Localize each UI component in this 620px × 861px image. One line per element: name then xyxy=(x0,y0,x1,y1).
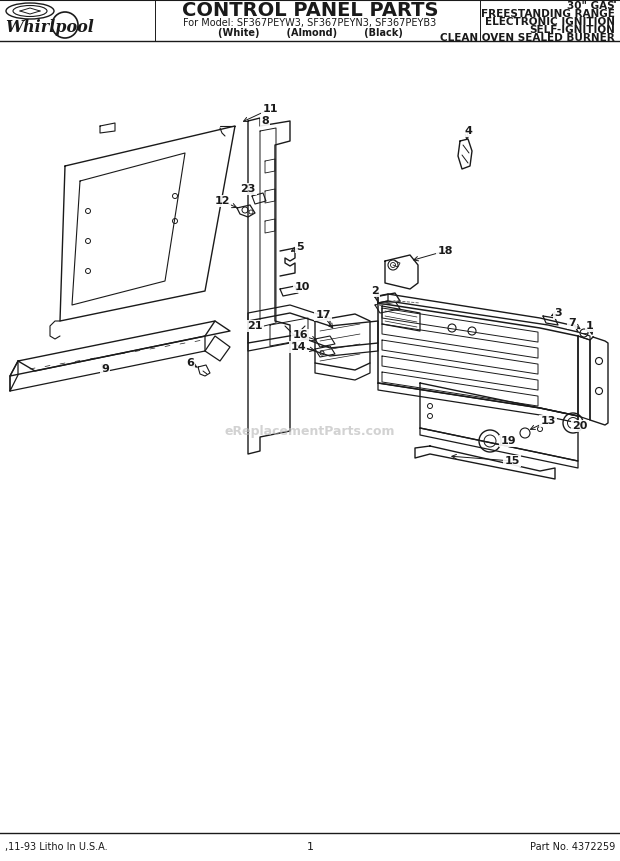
Text: 4: 4 xyxy=(464,126,472,136)
Text: ,11-93 Litho In U.S.A.: ,11-93 Litho In U.S.A. xyxy=(5,842,108,852)
Text: 3: 3 xyxy=(554,308,562,318)
Text: CONTROL PANEL PARTS: CONTROL PANEL PARTS xyxy=(182,1,438,20)
Text: 1: 1 xyxy=(586,321,594,331)
Text: 23: 23 xyxy=(241,184,255,194)
Text: eReplacementParts.com: eReplacementParts.com xyxy=(224,424,396,437)
Text: 16: 16 xyxy=(292,330,308,340)
Text: FREESTANDING RANGE: FREESTANDING RANGE xyxy=(481,9,615,19)
Text: SELF-IGNITION: SELF-IGNITION xyxy=(529,25,615,35)
Text: (White)        (Almond)        (Black): (White) (Almond) (Black) xyxy=(218,28,402,38)
Text: 18: 18 xyxy=(437,246,453,256)
Text: 8: 8 xyxy=(261,116,269,126)
Text: Whirlpool: Whirlpool xyxy=(5,19,94,36)
Text: 6: 6 xyxy=(186,358,194,368)
Text: 10: 10 xyxy=(294,282,309,292)
Text: 20: 20 xyxy=(572,421,588,431)
Text: For Model: SF367PEYW3, SF367PEYN3, SF367PEYB3: For Model: SF367PEYW3, SF367PEYN3, SF367… xyxy=(184,18,436,28)
Text: 30" GAS: 30" GAS xyxy=(567,1,615,11)
Text: 21: 21 xyxy=(247,321,263,331)
Text: 5: 5 xyxy=(296,242,304,252)
Text: 2: 2 xyxy=(371,286,379,296)
Text: 14: 14 xyxy=(290,342,306,352)
Text: 19: 19 xyxy=(500,436,516,446)
Text: CLEAN OVEN SEALED BURNER: CLEAN OVEN SEALED BURNER xyxy=(440,33,615,43)
Text: ELECTRONIC IGNITION: ELECTRONIC IGNITION xyxy=(485,17,615,27)
Text: 1: 1 xyxy=(306,842,314,852)
Text: 11: 11 xyxy=(262,104,278,114)
Text: 7: 7 xyxy=(568,318,576,328)
Text: 17: 17 xyxy=(315,310,330,320)
Text: 9: 9 xyxy=(101,364,109,374)
Text: Part No. 4372259: Part No. 4372259 xyxy=(529,842,615,852)
Text: •: • xyxy=(613,0,617,6)
Text: 13: 13 xyxy=(540,416,556,426)
Text: 12: 12 xyxy=(215,196,230,206)
Text: 15: 15 xyxy=(504,456,520,466)
